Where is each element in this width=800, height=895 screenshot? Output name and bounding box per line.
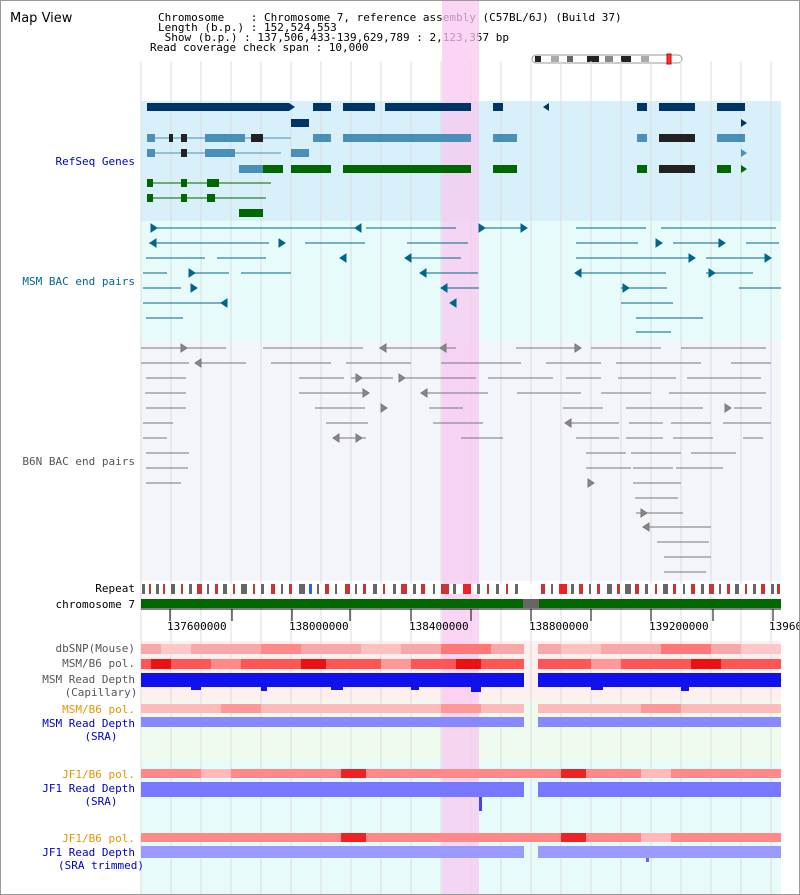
msm-depth-capillary-track[interactable] — [141, 673, 781, 692]
jf1-depth-trim-track[interactable] — [141, 846, 781, 862]
track-label-jf1-depth-sra[interactable]: JF1 Read Depth — [42, 782, 135, 795]
track-label-msm-bac[interactable]: MSM BAC end pairs — [22, 275, 135, 288]
chromosome-bar[interactable] — [141, 599, 781, 608]
dbsnp-track[interactable] — [141, 644, 781, 654]
track-label-msm-b6-pol-sra[interactable]: MSM/B6 pol. — [62, 703, 135, 716]
b6n-bac-pairs[interactable] — [141, 343, 771, 573]
jf1-depth-sra-track[interactable] — [141, 782, 781, 811]
jf1-b6-pol-track[interactable] — [141, 769, 781, 778]
chromosome-ideogram[interactable] — [529, 53, 685, 65]
track-label-dbsnp[interactable]: dbSNP(Mouse) — [55, 642, 135, 655]
refseq-gene-models[interactable] — [147, 103, 747, 217]
position-axis — [141, 608, 781, 621]
length-info: Length (b.p.) : 152,524,553 — [158, 21, 337, 34]
track-label-msm-depth-capillary[interactable]: MSM Read Depth — [42, 673, 135, 686]
jf1-b6-pol-trim-track[interactable] — [141, 833, 781, 842]
page-title: Map View — [10, 11, 73, 26]
selected-region-highlight — [442, 1, 479, 894]
coverage-span-info: Read coverage check span : 10,000 — [150, 41, 369, 54]
track-label-msm-b6-pol[interactable]: MSM/B6 pol. — [62, 657, 135, 670]
repeat-track[interactable] — [141, 584, 781, 594]
track-label-refseq[interactable]: RefSeq Genes — [55, 155, 135, 168]
axis-tick-label: 138400000 — [409, 620, 469, 633]
track-label-chromosome: chromosome 7 — [55, 598, 135, 611]
track-label-jf1-depth-trimmed[interactable]: JF1 Read Depth — [42, 846, 135, 859]
axis-tick-label: 137600000 — [167, 620, 227, 633]
track-label-repeat[interactable]: Repeat — [95, 582, 135, 595]
track-label-b6n-bac[interactable]: B6N BAC end pairs — [22, 455, 135, 468]
msm-bac-pairs[interactable] — [143, 223, 781, 333]
track-label-msm-depth-sra[interactable]: MSM Read Depth — [42, 717, 135, 730]
msm-b6-pol-sra-track[interactable] — [141, 704, 781, 713]
track-label-jf1-b6-pol[interactable]: JF1/B6 pol. — [62, 768, 135, 781]
axis-tick-label: 138800000 — [529, 620, 589, 633]
track-label-jf1-b6-pol-trimmed[interactable]: JF1/B6 pol. — [62, 832, 135, 845]
track-sublabel-sra-trimmed: (SRA trimmed) — [57, 859, 145, 872]
track-sublabel-capillary: (Capillary) — [64, 686, 138, 699]
axis-tick-label: 138000000 — [289, 620, 349, 633]
track-sublabel-sra: (SRA) — [84, 795, 118, 808]
axis-tick-label: 139200000 — [649, 620, 709, 633]
axis-tick-label: 13960 — [769, 620, 800, 633]
msm-depth-sra-track[interactable] — [141, 717, 781, 727]
track-sublabel-sra: (SRA) — [84, 730, 118, 743]
msm-b6-pol-track[interactable] — [141, 659, 781, 669]
